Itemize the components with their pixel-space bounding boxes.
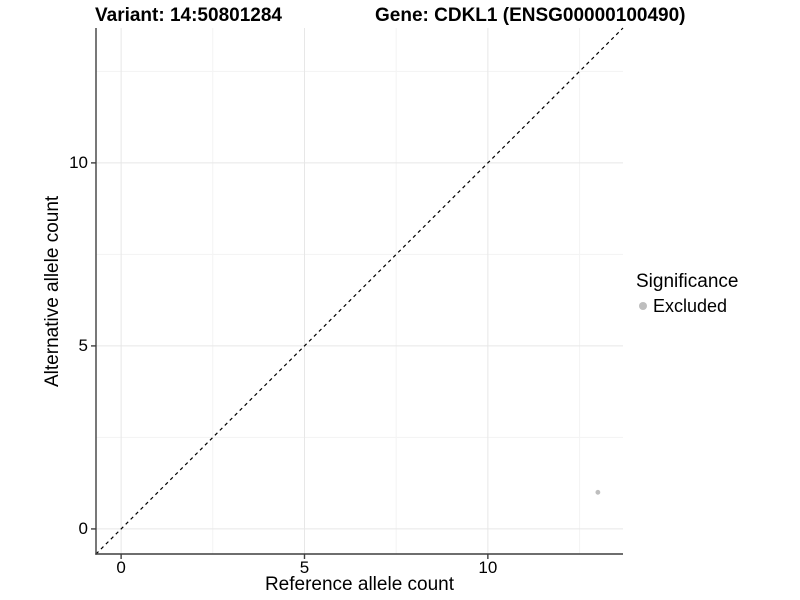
x-tick-label: 0: [116, 558, 126, 577]
x-tick-label: 10: [478, 558, 498, 577]
legend: Significance Excluded: [636, 271, 738, 316]
identity-line: [95, 27, 624, 555]
y-axis-title: Alternative allele count: [42, 195, 63, 387]
x-axis-title: Reference allele count: [264, 574, 455, 595]
legend-item-label: Excluded: [653, 296, 728, 316]
x-tick-label: 5: [299, 558, 310, 577]
plot-title-variant: Variant: 14:50801284: [95, 5, 282, 26]
y-tick-label: 10: [69, 152, 88, 172]
y-tick-label: 5: [78, 335, 88, 355]
y-tick-label: 0: [78, 518, 88, 538]
legend-item-excluded: Excluded: [636, 296, 738, 316]
data-point: [595, 489, 601, 495]
legend-point-icon: [639, 302, 647, 310]
legend-title: Significance: [636, 271, 739, 292]
plot-title-gene: Gene: CDKL1 (ENSG00000100490): [375, 5, 686, 26]
